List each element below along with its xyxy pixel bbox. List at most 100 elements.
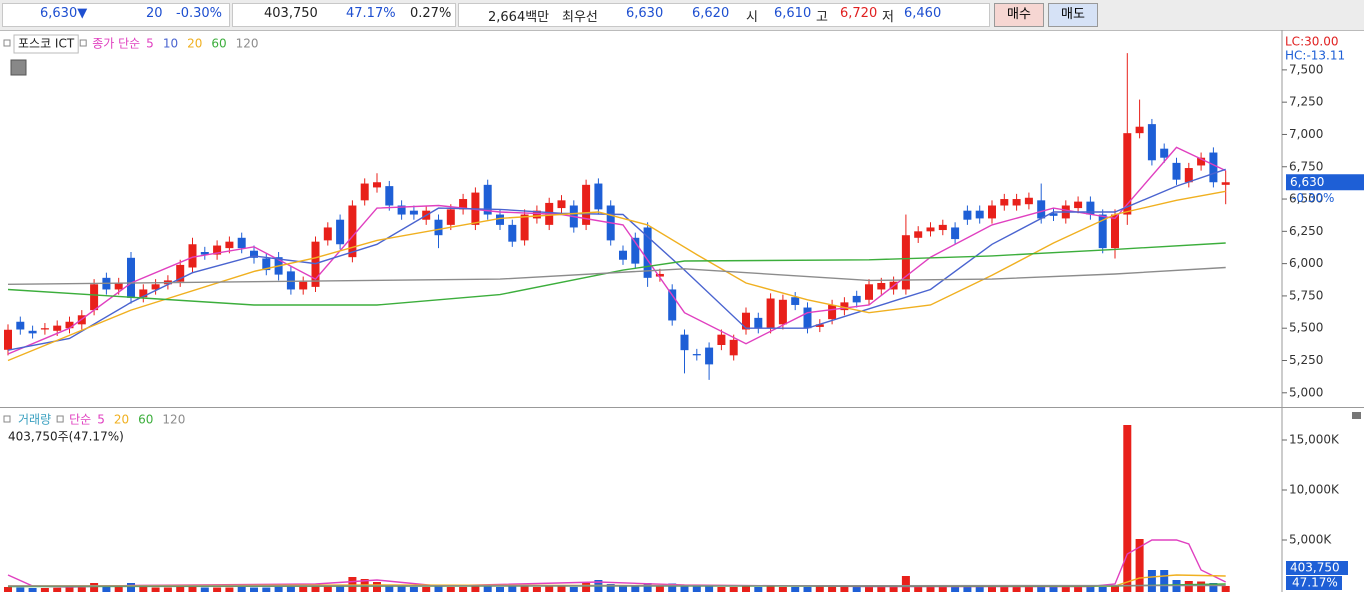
y-tick-label: 5,500 (1289, 321, 1323, 335)
tool-icon[interactable] (10, 59, 27, 76)
volume-bar (508, 586, 517, 592)
volume-bar (520, 586, 529, 592)
candle-body (840, 302, 849, 311)
candle-body (594, 183, 603, 210)
volume-bar (569, 587, 578, 592)
title-frame (13, 34, 79, 54)
volume-bar (1209, 583, 1218, 592)
volume-bar (766, 586, 775, 592)
current-volume: 403,750 (1290, 561, 1340, 575)
legend-box (3, 39, 11, 47)
volume-bar (606, 584, 615, 592)
candle-body (508, 224, 517, 242)
volume-bar (705, 586, 714, 592)
candle-body (754, 317, 763, 329)
legend-label: 단순 (69, 413, 91, 427)
candle-body (1172, 162, 1181, 180)
candle-body (459, 199, 468, 210)
candle-body (1024, 197, 1033, 205)
volume-bar (336, 586, 345, 592)
candle-body (1197, 157, 1206, 166)
volume-bar (717, 587, 726, 592)
candle-body (348, 205, 357, 258)
current-price-box (1286, 174, 1364, 191)
buy-button[interactable]: 매수 (994, 3, 1044, 27)
legend-box (3, 415, 11, 423)
candle-body (127, 257, 135, 298)
candle-body (28, 330, 37, 334)
candle-body (668, 289, 677, 321)
candle-body (692, 354, 701, 356)
panel-icon[interactable] (1352, 412, 1361, 419)
candle-body (766, 298, 775, 329)
candle-body (532, 210, 541, 219)
volume-bar (373, 582, 381, 592)
hc-label: HC:-13.11 (1285, 49, 1345, 63)
y-tick-label: 7,500 (1289, 62, 1323, 76)
volume-bar (200, 587, 209, 592)
cell (2, 3, 230, 27)
candle-body (1098, 214, 1107, 249)
turnover-rate: 0.27% (410, 6, 452, 21)
sell-button[interactable]: 매도 (1048, 3, 1098, 27)
high: 6,720 (840, 6, 878, 21)
candle-body (90, 284, 99, 311)
volume-bar (901, 576, 910, 592)
candle-body (360, 183, 369, 201)
candle-body (619, 250, 627, 260)
candle-body (1135, 126, 1144, 134)
candle-body (1111, 214, 1119, 249)
current-pct: 47.17% (1292, 576, 1338, 590)
cell (458, 3, 990, 27)
legend-entry: 20 (187, 37, 202, 51)
current-pct-box (1286, 576, 1342, 590)
volume-bar (803, 587, 812, 592)
volume-bar (914, 586, 923, 592)
volume-bar (938, 587, 947, 592)
volume-info: 403,750주(47.17%) (8, 430, 124, 444)
volume-bar (1074, 587, 1083, 592)
volume-bar (778, 587, 787, 592)
candle-body (643, 227, 652, 278)
volume-bar (102, 586, 111, 592)
volume-bar (250, 587, 258, 592)
volume-bar (237, 587, 246, 592)
volume-bar (434, 586, 443, 592)
volume-bar (1024, 587, 1033, 592)
legend-title: 거래량 (18, 413, 51, 427)
volume-bar (680, 585, 689, 592)
candle-body (213, 245, 222, 255)
candle-body (1221, 182, 1230, 185)
volume-bar (729, 587, 738, 592)
candle-body (631, 237, 640, 264)
ma-line (7, 190, 1226, 362)
volume-bar (557, 585, 566, 592)
volume-bar (385, 585, 394, 592)
candle-body (496, 214, 504, 225)
annotation-bg (1283, 33, 1364, 63)
volume-bar (988, 587, 996, 592)
volume-bar (1197, 581, 1206, 592)
volume-bar (40, 588, 49, 592)
y-tick-label: 6,750 (1289, 159, 1323, 173)
y-tick-label: 5,250 (1289, 353, 1323, 367)
volume-bar (471, 585, 480, 592)
volume-bar (28, 588, 37, 592)
volume-bar (496, 587, 504, 592)
candle-body (1184, 168, 1193, 183)
volume-bar (311, 585, 320, 592)
legend-entry: 20 (114, 413, 129, 427)
volume-bar (446, 587, 455, 592)
candle-body (40, 328, 49, 330)
volume-bar (815, 586, 824, 592)
volume-bar (1221, 585, 1230, 592)
ma-line (7, 539, 1227, 588)
open: 6,610 (774, 6, 812, 21)
volume-bar (791, 587, 800, 592)
candle-body (200, 252, 209, 255)
y-tick-label: 7,000 (1289, 127, 1323, 141)
volume-bar (4, 587, 12, 592)
candle-body (483, 184, 492, 215)
